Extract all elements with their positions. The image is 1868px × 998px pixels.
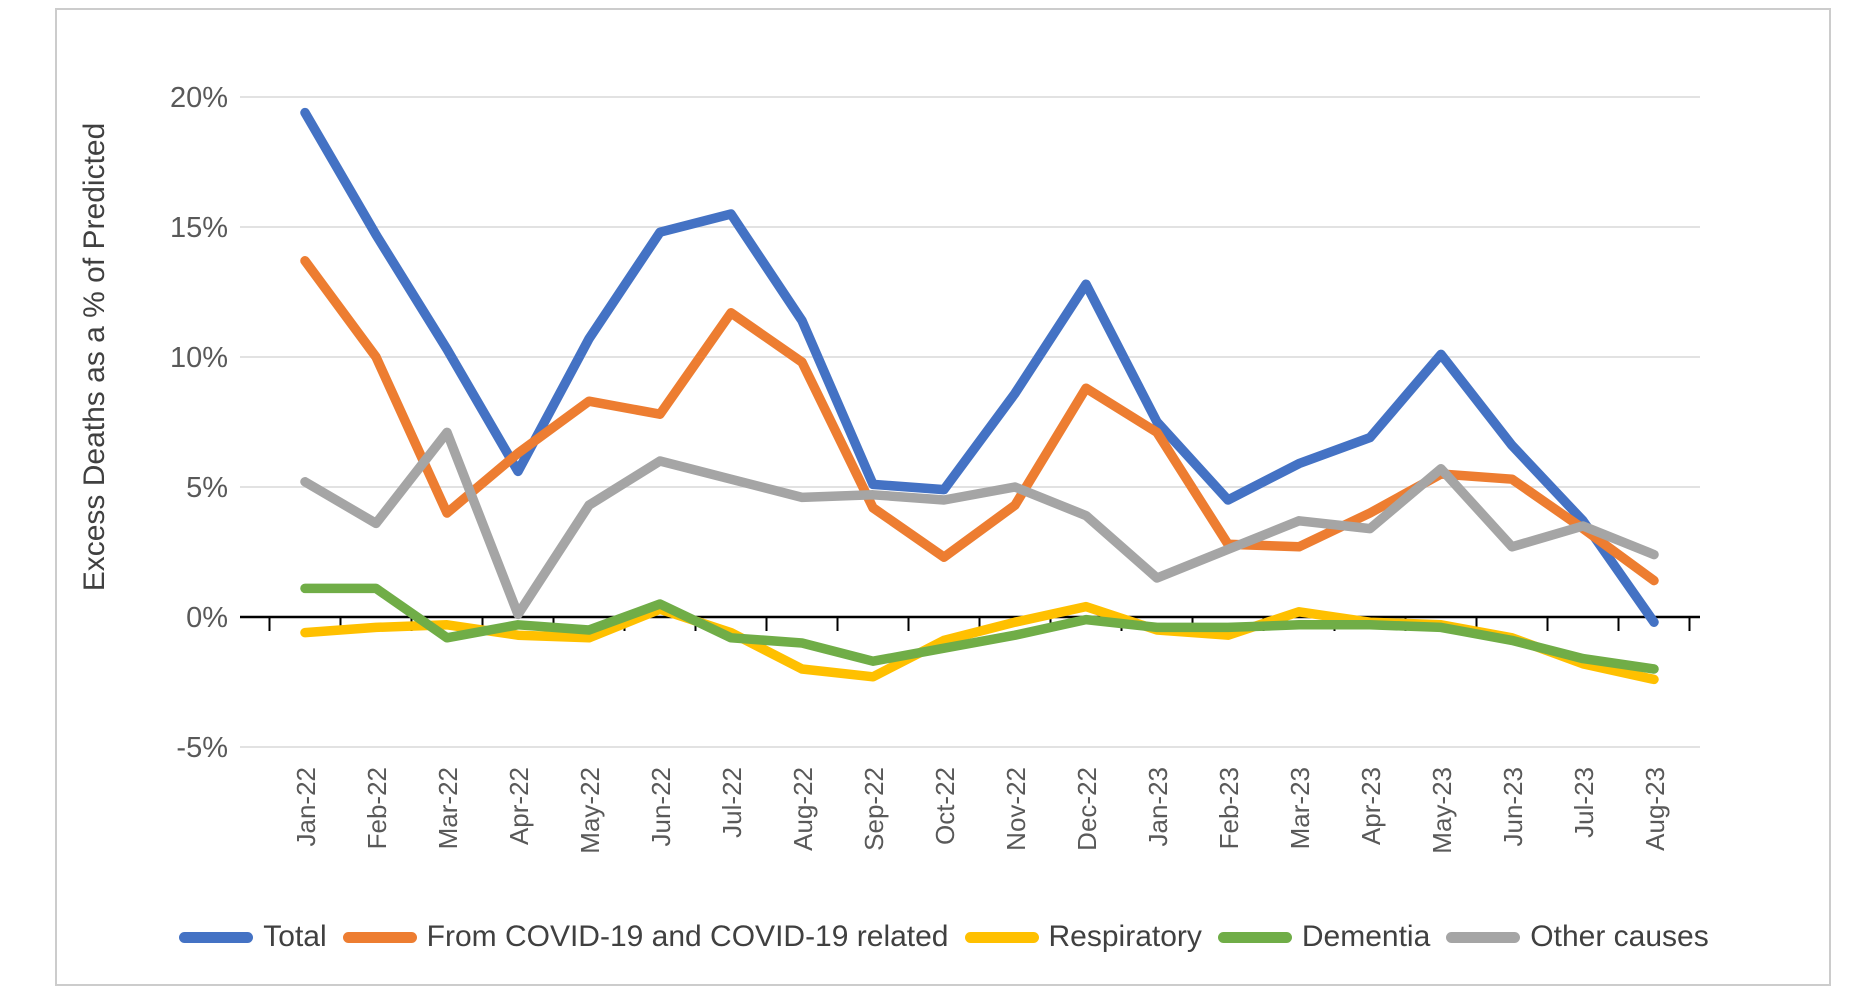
x-tick-label: May-23 [1427, 767, 1457, 854]
y-tick-label: 5% [186, 472, 228, 504]
x-tick-label: Oct-22 [930, 767, 960, 845]
legend-label: Other causes [1530, 920, 1709, 953]
x-tick-label: Mar-22 [433, 767, 463, 849]
x-tick-label: Jul-23 [1569, 767, 1599, 838]
x-tick-label: Mar-23 [1285, 767, 1315, 849]
legend-item-total: Total [179, 920, 327, 954]
respiratory-line-swatch [964, 931, 1039, 943]
x-tick-label: Aug-22 [788, 767, 818, 851]
gridlines [240, 96, 1700, 748]
y-tick-label: 10% [170, 342, 228, 374]
x-tick-label: May-22 [575, 767, 605, 854]
series-line-dementia [300, 583, 1659, 674]
x-tick-label: Jun-23 [1498, 767, 1528, 847]
series-line-total [300, 107, 1659, 627]
series-line-other-causes [300, 427, 1659, 620]
legend-label: Respiratory [1048, 920, 1202, 953]
legend-label: From COVID-19 and COVID-19 related [426, 920, 949, 953]
x-tick-label: Jan-23 [1143, 767, 1173, 847]
data-series [300, 107, 1659, 685]
series-line-from-covid-19-and-covid-19-related [300, 256, 1659, 586]
y-tick-label: 15% [170, 212, 228, 244]
x-tick-label: Feb-23 [1214, 767, 1244, 849]
x-tick-label: Apr-23 [1356, 767, 1386, 845]
x-tick-label: Dec-22 [1072, 767, 1102, 851]
x-tick-label: Jul-22 [717, 767, 747, 838]
x-tick-label: Aug-23 [1640, 767, 1670, 851]
y-tick-label: 20% [170, 82, 228, 114]
y-tick-label: -5% [176, 732, 228, 764]
axis-labels: 20% 15% 10% 5% 0% -5% Jan-22 Feb-22 Mar-22 Apr-22… [170, 82, 1670, 854]
legend-item-respiratory: Respiratory [964, 920, 1202, 954]
x-tick-label: Apr-22 [504, 767, 534, 845]
x-tick-label: Jun-22 [646, 767, 676, 847]
legend-item-other-causes: Other causes [1446, 920, 1709, 954]
chart-legend: Total From COVID-19 and COVID-19 related… [70, 912, 1818, 962]
x-tick-label: Jan-22 [291, 767, 321, 847]
y-axis-title: Excess Deaths as a % of Predicted [78, 123, 111, 592]
other-causes-line-swatch [1446, 931, 1521, 943]
total-line-swatch [179, 931, 254, 943]
covid-line-swatch [342, 931, 417, 943]
legend-item-dementia: Dementia [1217, 920, 1431, 954]
x-tick-label: Sep-22 [859, 767, 889, 851]
x-tick-label: Nov-22 [1001, 767, 1031, 851]
legend-label: Total [263, 920, 327, 953]
legend-item-covid: From COVID-19 and COVID-19 related [342, 920, 949, 954]
legend-label: Dementia [1301, 920, 1431, 953]
y-tick-label: 0% [186, 602, 228, 634]
x-tick-label: Feb-22 [362, 767, 392, 849]
dementia-line-swatch [1217, 931, 1292, 943]
